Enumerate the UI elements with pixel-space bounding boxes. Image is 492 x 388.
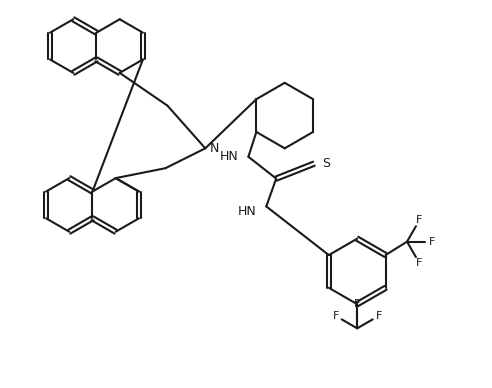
Text: HN: HN [220,150,239,163]
Text: F: F [416,215,423,225]
Text: F: F [416,258,423,268]
Text: S: S [322,157,330,170]
Text: HN: HN [238,205,256,218]
Text: N: N [209,142,218,155]
Text: F: F [354,298,360,308]
Text: F: F [375,311,382,321]
Text: F: F [333,311,339,321]
Text: F: F [429,237,435,247]
